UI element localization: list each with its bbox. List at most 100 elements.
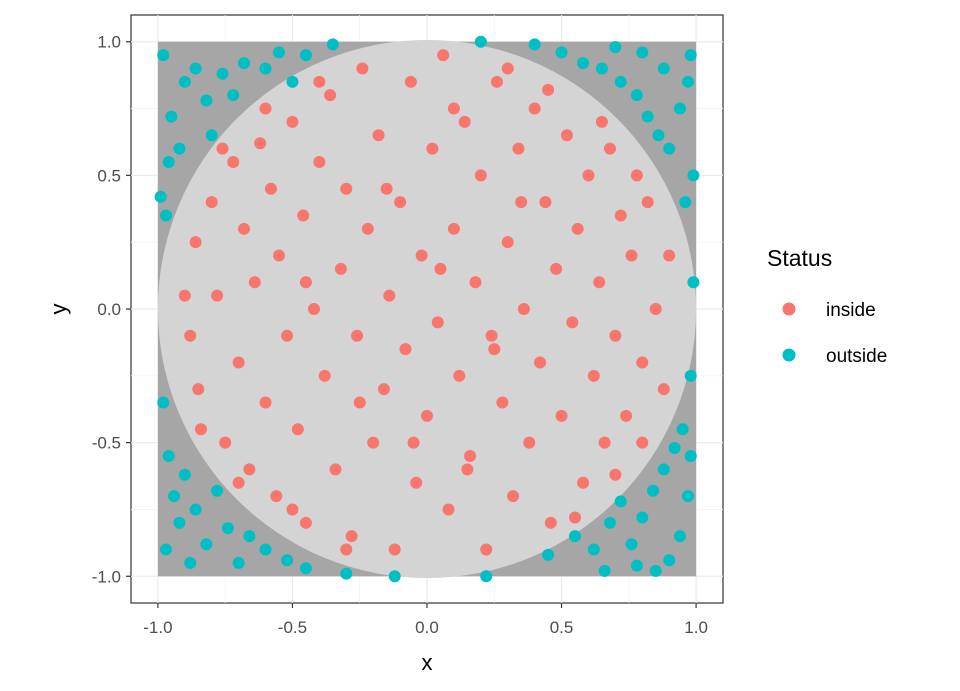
point-inside [415,249,428,262]
point-inside [461,463,474,476]
point-inside [243,463,256,476]
point-outside [178,468,191,481]
point-inside [361,222,374,235]
point-outside [603,516,616,529]
point-outside [598,564,611,577]
point-inside [490,75,503,88]
point-outside [614,495,627,508]
point-inside [367,436,380,449]
point-inside [431,316,444,329]
point-outside [178,75,191,88]
point-outside [676,423,689,436]
point-inside [663,249,676,262]
point-outside [173,516,186,529]
point-inside [189,236,202,249]
point-outside [663,142,676,155]
point-outside [587,543,600,556]
point-inside [515,196,528,209]
point-outside [154,190,167,203]
point-outside [649,564,662,577]
point-outside [326,38,339,51]
point-inside [205,196,218,209]
x-tick-label: 0.5 [550,618,574,637]
x-axis-ticks: -1.0 -0.5 0.0 0.5 1.0 [143,603,708,637]
y-tick-label: 1.0 [97,33,121,52]
point-inside [356,62,369,75]
point-outside [259,62,272,75]
point-outside [684,450,697,462]
point-inside [488,343,501,356]
x-tick-label: 1.0 [684,618,708,637]
point-inside [550,262,563,275]
point-inside [501,62,514,75]
point-outside [221,522,234,535]
point-outside [630,89,643,102]
point-outside [657,62,670,75]
point-outside [480,570,493,583]
point-outside [200,94,213,107]
point-outside [189,62,202,75]
point-inside [404,75,417,88]
point-outside [211,484,224,497]
x-tick-label: -1.0 [143,618,172,637]
point-inside [324,89,337,102]
point-inside [442,503,455,516]
point-inside [351,329,364,342]
point-outside [273,46,285,59]
point-inside [539,196,552,209]
point-outside [162,156,175,168]
point-inside [399,343,412,356]
point-inside [560,129,573,142]
point-inside [407,436,420,449]
point-outside [184,556,197,569]
point-inside [194,423,207,436]
legend-swatch-outside [782,348,796,362]
point-outside [636,46,649,59]
point-inside [232,476,245,489]
point-inside [353,396,366,409]
point-outside [647,484,660,497]
point-inside [469,276,482,289]
point-outside [684,49,697,62]
point-outside [286,75,299,88]
point-inside [178,289,191,302]
point-inside [598,436,611,449]
point-outside [243,530,256,543]
point-inside [485,329,498,342]
point-outside [168,490,181,503]
point-inside [534,356,547,369]
point-inside [447,102,460,115]
point-inside [609,329,622,342]
point-inside [555,409,568,422]
point-inside [630,169,643,182]
point-inside [299,276,312,289]
y-axis-title: y [46,304,71,315]
point-inside [334,262,347,275]
point-inside [641,196,654,209]
y-tick-label: 0.5 [97,166,121,185]
point-outside [625,538,638,551]
point-outside [542,548,555,561]
point-outside [259,543,272,556]
point-inside [434,262,447,275]
point-inside [501,236,514,249]
point-inside [636,356,649,369]
point-inside [603,142,616,155]
point-outside [173,142,186,155]
point-inside [636,436,649,449]
point-outside [682,75,695,88]
point-outside [673,102,686,115]
point-outside [687,169,700,182]
point-inside [496,396,509,409]
point-outside [577,57,590,70]
point-inside [313,156,326,168]
point-inside [232,356,245,369]
point-inside [273,249,285,262]
point-inside [544,516,557,529]
point-inside [299,516,312,529]
point-outside [340,567,353,580]
point-outside [216,67,229,80]
point-outside [663,554,676,567]
points-layer [154,35,700,583]
